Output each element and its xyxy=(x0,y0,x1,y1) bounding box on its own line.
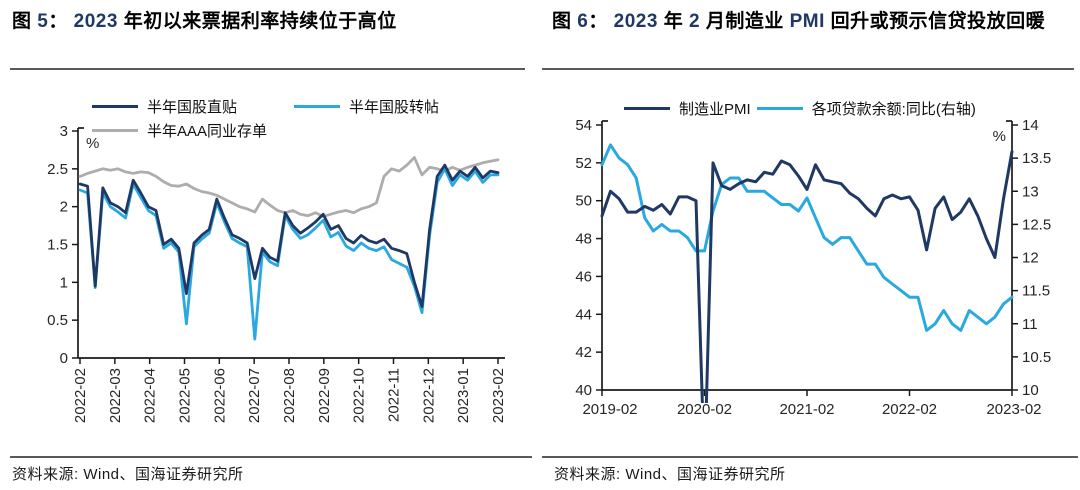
svg-text:2023-01: 2023-01 xyxy=(455,368,472,423)
figure5-source: 资料来源: Wind、国海证券研究所 xyxy=(12,466,244,483)
figure6-title-part: ： xyxy=(588,11,614,32)
svg-text:12.5: 12.5 xyxy=(1022,216,1051,233)
figure6-legend-item: 各项贷款余额:同比(右轴) xyxy=(756,98,976,119)
legend-line-swatch xyxy=(92,129,138,132)
figure5-title-part: 图 xyxy=(12,11,38,32)
svg-text:11.5: 11.5 xyxy=(1022,283,1050,300)
svg-text:40: 40 xyxy=(575,382,592,399)
svg-text:2022-02: 2022-02 xyxy=(72,368,89,423)
figure5-legend-item: 半年国股直贴 xyxy=(92,96,294,117)
svg-text:1.5: 1.5 xyxy=(47,237,68,254)
svg-text:44: 44 xyxy=(575,306,592,323)
legend-line-swatch xyxy=(294,105,340,108)
figure6-title-part: 回升或预示信贷投放回暖 xyxy=(824,11,1046,32)
svg-text:14: 14 xyxy=(1022,117,1039,134)
svg-text:0.5: 0.5 xyxy=(47,312,68,329)
svg-text:13: 13 xyxy=(1022,183,1039,200)
legend-label: 各项贷款余额:同比(右轴) xyxy=(811,101,976,118)
figure5-title-part: 5 xyxy=(37,11,49,32)
svg-text:2: 2 xyxy=(60,199,68,216)
svg-text:11: 11 xyxy=(1022,316,1038,333)
figure6-title-part: 6 xyxy=(577,11,589,32)
legend-label: 半年国股转帖 xyxy=(349,99,440,116)
svg-text:2023-02: 2023-02 xyxy=(986,401,1041,418)
figure5-chart: 0 0.5 1 1.5 2 2.5 3% 2022-02 2022-03 2022-04 2022-… xyxy=(47,123,507,423)
svg-text:46: 46 xyxy=(575,268,592,285)
figure5-panel: 图 5： 2023 年初以来票据利率持续位于高位 半年国股直贴 半年国股转帖半年A… xyxy=(10,8,532,483)
figure5-title-part: 年初以来票据利率持续位于高位 xyxy=(117,11,397,32)
svg-text:2022-03: 2022-03 xyxy=(107,368,124,423)
figure5-top-rule xyxy=(10,68,525,70)
svg-text:12: 12 xyxy=(1022,250,1039,267)
svg-text:48: 48 xyxy=(575,231,592,248)
svg-text:2022-09: 2022-09 xyxy=(316,368,333,423)
figure6-title-part: 2023 xyxy=(613,11,658,32)
figure5-title-part: 2023 xyxy=(73,11,118,32)
svg-text:13.5: 13.5 xyxy=(1022,150,1051,167)
svg-text:%: % xyxy=(993,128,1006,145)
figure6-legend: 制造业PMI 各项贷款余额:同比(右轴) xyxy=(624,98,976,119)
svg-text:2022-04: 2022-04 xyxy=(142,368,159,423)
svg-text:1: 1 xyxy=(60,274,68,291)
svg-text:10.5: 10.5 xyxy=(1022,349,1051,366)
svg-text:%: % xyxy=(86,135,99,152)
svg-text:2022-10: 2022-10 xyxy=(351,368,368,423)
figure5-legend-item: 半年AAA同业存单 xyxy=(92,120,294,141)
svg-text:52: 52 xyxy=(575,155,592,172)
svg-text:3: 3 xyxy=(60,123,68,140)
figure6-title-part: 图 xyxy=(552,11,578,32)
legend-line-swatch xyxy=(756,107,803,110)
figure6-chart: 40 42 44 46 48 50 52 54 10 10.5 11 11.5 12 12.5 13 13.5… xyxy=(575,117,1051,418)
legend-label: 半年AAA同业存单 xyxy=(147,123,268,140)
legend-line-swatch xyxy=(92,105,138,108)
figure5-legend-item: 半年国股转帖 xyxy=(294,96,439,117)
figure6-title: 图 6： 2023 年 2 月制造业 PMI 回升或预示信贷投放回暖 xyxy=(552,8,1068,36)
svg-text:2021-02: 2021-02 xyxy=(779,401,834,418)
figure6-panel: 图 6： 2023 年 2 月制造业 PMI 回升或预示信贷投放回暖 制造业PM… xyxy=(540,0,1080,490)
svg-text:2022-06: 2022-06 xyxy=(211,368,228,423)
legend-line-swatch xyxy=(624,107,670,110)
figure6-title-part: 年 xyxy=(657,11,689,32)
figure6-source: 资料来源: Wind、国海证券研究所 xyxy=(554,466,786,483)
svg-text:2022-07: 2022-07 xyxy=(246,368,263,423)
svg-text:2022-02: 2022-02 xyxy=(882,401,937,418)
figure5-bottom-rule xyxy=(10,456,532,458)
svg-text:2.5: 2.5 xyxy=(47,161,68,178)
figure6-title-part: 2 xyxy=(688,11,701,32)
figure6-legend-item: 制造业PMI xyxy=(624,98,751,119)
legend-label: 半年国股直贴 xyxy=(147,99,238,116)
figure5-title: 图 5： 2023 年初以来票据利率持续位于高位 xyxy=(12,8,524,36)
svg-text:2019-02: 2019-02 xyxy=(582,401,637,418)
figure6-title-part: PMI xyxy=(789,11,825,32)
svg-text:2022-12: 2022-12 xyxy=(420,368,437,423)
legend-label: 制造业PMI xyxy=(679,101,751,118)
figure5-title-part: ： xyxy=(48,11,74,32)
svg-text:2022-08: 2022-08 xyxy=(281,368,298,423)
svg-text:2022-05: 2022-05 xyxy=(177,368,194,423)
svg-text:2022-11: 2022-11 xyxy=(386,368,403,422)
figure6-top-rule xyxy=(542,68,1074,70)
figure5-legend: 半年国股直贴 半年国股转帖半年AAA同业存单 xyxy=(92,96,439,141)
svg-text:54: 54 xyxy=(575,117,592,134)
svg-text:0: 0 xyxy=(60,350,68,367)
figure6-bottom-rule xyxy=(542,456,1078,458)
svg-text:42: 42 xyxy=(575,344,592,361)
svg-text:10: 10 xyxy=(1022,382,1039,399)
svg-text:50: 50 xyxy=(575,193,592,210)
figure6-title-part: 月制造业 xyxy=(700,11,790,32)
svg-text:2020-02: 2020-02 xyxy=(677,401,732,418)
svg-text:2023-02: 2023-02 xyxy=(490,368,507,423)
